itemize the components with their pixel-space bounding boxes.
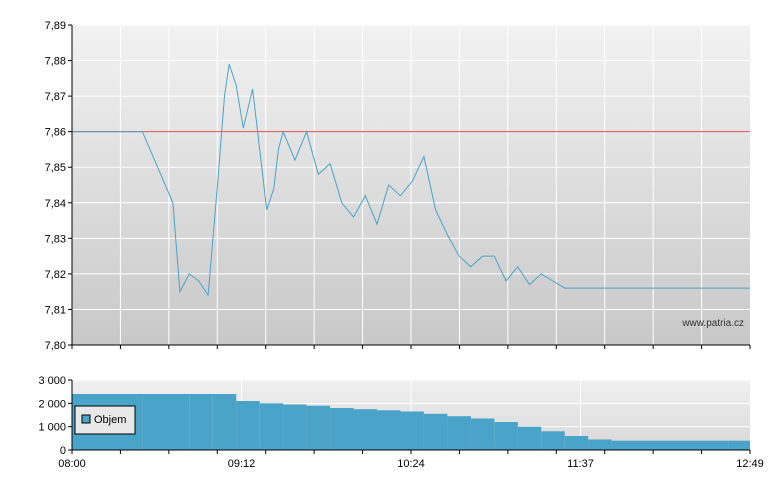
volume-bar: [588, 439, 612, 450]
volume-bar: [635, 440, 659, 450]
volume-bar: [189, 394, 213, 450]
price-y-tick-label: 7,85: [45, 162, 66, 174]
volume-panel: 0 1 000 2 000 3 000 08:00 09:12 10:24 11:37 12:…: [38, 375, 763, 470]
volume-bar: [541, 431, 565, 450]
volume-bar: [259, 403, 284, 450]
volume-bar: [423, 413, 448, 450]
volume-bar: [447, 416, 471, 450]
volume-bar: [682, 440, 706, 450]
price-y-tick-label: 7,83: [45, 233, 66, 245]
volume-bar: [494, 422, 518, 450]
volume-bar: [564, 436, 589, 450]
price-y-tick-label: 7,81: [45, 304, 66, 316]
volume-x-tick-label: 11:37: [567, 458, 594, 470]
price-y-tick-label: 7,88: [45, 56, 66, 68]
volume-y-tick-label: 0: [60, 445, 66, 457]
volume-x-tick-label: 09:12: [228, 458, 256, 470]
volume-x-ticks: 08:00 09:12 10:24 11:37 12:49: [58, 450, 764, 470]
price-y-tick-label: 7,82: [45, 269, 66, 281]
volume-bar: [658, 440, 682, 450]
volume-bar: [306, 405, 331, 450]
volume-y-tick-label: 2 000: [38, 398, 66, 410]
volume-bar: [283, 404, 307, 450]
volume-bar: [705, 440, 729, 450]
price-panel: 7,80 7,81 7,82 7,83 7,84 7,85 7,86 7,87 7,88 7,89…: [45, 20, 751, 352]
volume-bar: [377, 410, 401, 450]
volume-bar: [517, 426, 542, 450]
volume-x-tick-label: 08:00: [58, 458, 86, 470]
price-y-tick-label: 7,89: [45, 20, 66, 32]
legend-swatch: [81, 414, 91, 424]
volume-bars: [72, 394, 750, 450]
price-x-ticks: [71, 345, 751, 349]
volume-bar: [212, 394, 237, 450]
volume-bar: [353, 409, 377, 450]
volume-y-tick-label: 3 000: [38, 375, 66, 387]
volume-bar: [236, 401, 260, 450]
volume-y-tick-label: 1 000: [38, 422, 66, 434]
volume-x-tick-label: 10:24: [397, 458, 425, 470]
legend-label: Objem: [94, 414, 126, 426]
price-y-tick-label: 7,84: [45, 198, 66, 210]
price-grid: [72, 24, 750, 345]
volume-legend: Objem: [74, 405, 136, 435]
volume-y-ticks: 0 1 000 2 000 3 000: [38, 375, 72, 457]
volume-bar: [470, 418, 495, 450]
volume-bar: [400, 411, 424, 450]
price-y-tick-label: 7,87: [45, 91, 66, 103]
price-y-ticks: 7,80 7,81 7,82 7,83 7,84 7,85 7,86 7,87 7,88 7,89: [45, 20, 72, 352]
volume-bar: [142, 394, 190, 450]
volume-bar: [611, 440, 636, 450]
price-y-tick-label: 7,86: [45, 127, 66, 139]
volume-x-tick-label: 12:49: [736, 458, 764, 470]
volume-bar: [728, 440, 750, 450]
price-y-tick-label: 7,80: [45, 340, 66, 352]
watermark: www.patria.cz: [681, 318, 744, 329]
volume-bar: [330, 408, 354, 450]
price-series-line: [72, 63, 750, 297]
